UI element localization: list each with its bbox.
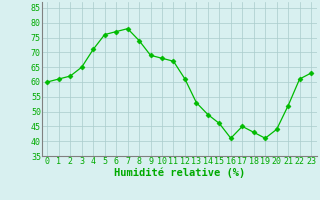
X-axis label: Humidité relative (%): Humidité relative (%) [114, 167, 245, 178]
